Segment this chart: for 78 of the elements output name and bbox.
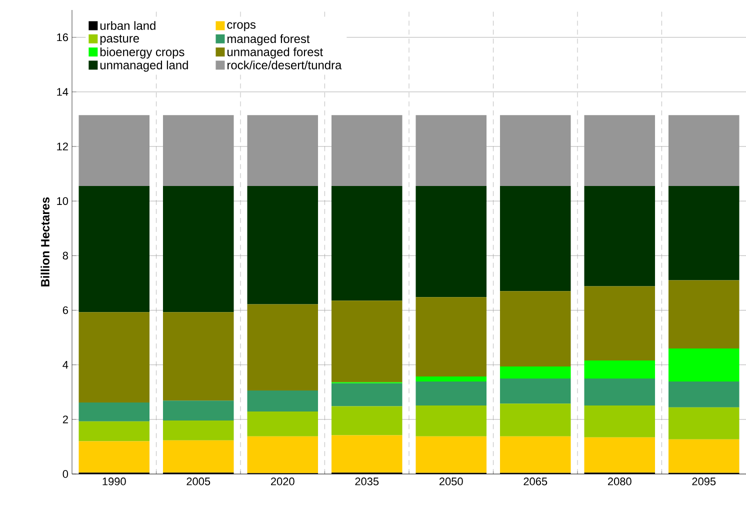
x-tick-label: 2005 — [186, 478, 210, 486]
bar — [78, 186, 150, 312]
bar — [162, 440, 234, 473]
bar — [584, 378, 656, 406]
bar — [416, 297, 487, 377]
x-tick-label: 1990 — [102, 478, 126, 486]
x-tick-label: 2050 — [439, 478, 463, 486]
legend-label: unmanaged forest — [228, 47, 323, 59]
bar — [331, 435, 402, 473]
bar — [247, 436, 318, 474]
bar — [162, 312, 234, 401]
bar — [668, 115, 740, 186]
bar — [668, 280, 740, 348]
bar — [416, 436, 487, 473]
bar — [78, 312, 150, 402]
bar — [584, 115, 656, 186]
bar — [247, 304, 318, 390]
bar — [78, 441, 150, 473]
y-tick-label: 4 — [62, 361, 68, 369]
y-axis-title: Billion Hectares — [40, 197, 50, 286]
bar — [668, 439, 740, 473]
x-tick-label: 2020 — [270, 478, 294, 486]
x-tick-label: 2095 — [692, 478, 716, 486]
bar — [416, 405, 487, 436]
bar — [584, 186, 656, 286]
bar — [78, 402, 150, 422]
bar — [331, 383, 402, 406]
bar — [162, 420, 234, 440]
y-tick-label: 12 — [57, 142, 68, 150]
bar — [78, 421, 150, 442]
bar — [500, 366, 571, 378]
y-tick-label: 0 — [62, 470, 68, 478]
bar — [247, 411, 318, 436]
y-tick-label: 14 — [57, 88, 68, 96]
bar — [584, 437, 656, 473]
y-tick-label: 8 — [62, 252, 68, 260]
bar — [331, 406, 402, 436]
x-tick-label: 2035 — [355, 478, 379, 486]
bar — [331, 300, 402, 382]
bar — [668, 381, 740, 408]
legend-label: bioenergy crops — [100, 47, 184, 59]
legend-label: crops — [227, 22, 256, 32]
bar — [500, 186, 571, 292]
bar — [668, 407, 740, 440]
bar — [584, 405, 656, 438]
y-tick-label: 10 — [57, 197, 68, 205]
bar — [416, 115, 487, 186]
legend-label: pasture — [100, 34, 139, 45]
bar — [247, 115, 318, 186]
bar — [500, 378, 571, 404]
bar — [416, 376, 487, 382]
legend-label: urban land — [100, 21, 156, 30]
bar — [162, 115, 234, 186]
y-tick-label: 6 — [62, 306, 68, 314]
x-tick-label: 2065 — [524, 478, 548, 486]
bar — [668, 186, 740, 280]
bar — [668, 348, 740, 382]
bar — [78, 115, 150, 186]
y-tick-label: 16 — [57, 33, 68, 42]
legend-label: unmanaged land — [100, 60, 188, 72]
bar — [416, 381, 487, 406]
bar — [247, 186, 318, 304]
bar — [500, 115, 571, 186]
x-tick-label: 2080 — [608, 478, 632, 486]
legend-label: rock/ice/desert/tundra — [228, 60, 342, 70]
bar — [584, 286, 656, 360]
bar — [162, 400, 234, 421]
bar — [500, 404, 571, 436]
bar — [247, 390, 318, 412]
bar — [162, 186, 234, 312]
bar — [500, 291, 571, 366]
bar — [500, 436, 571, 473]
bar — [416, 186, 487, 298]
bar — [331, 115, 402, 186]
legend-label: managed forest — [228, 34, 310, 46]
bar — [584, 360, 656, 378]
y-tick-label: 2 — [62, 416, 68, 424]
bar — [331, 186, 402, 301]
